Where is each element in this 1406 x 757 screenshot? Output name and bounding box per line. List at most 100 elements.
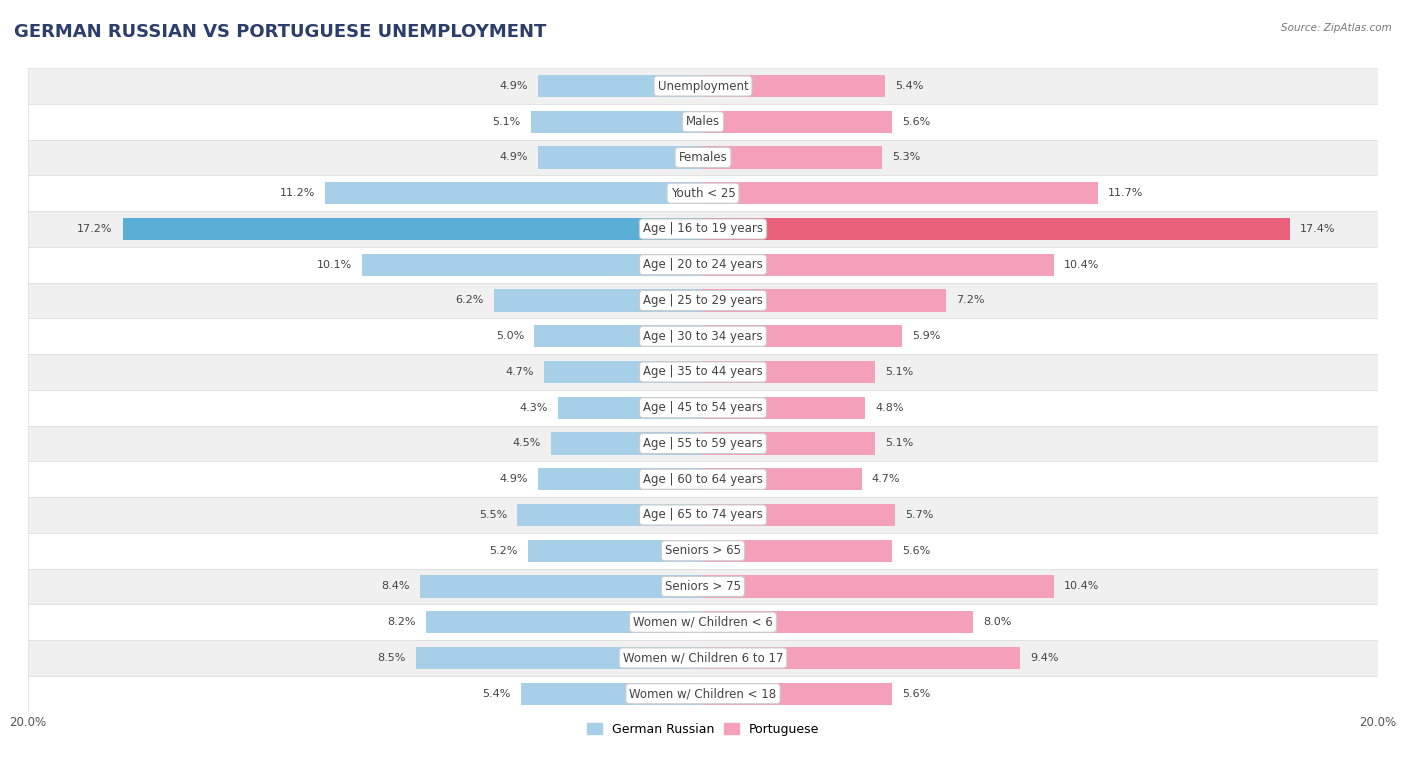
Bar <box>28 425 1378 461</box>
Text: Youth < 25: Youth < 25 <box>671 187 735 200</box>
Bar <box>28 282 1378 319</box>
Bar <box>28 569 1378 604</box>
Text: Women w/ Children 6 to 17: Women w/ Children 6 to 17 <box>623 652 783 665</box>
Text: GERMAN RUSSIAN VS PORTUGUESE UNEMPLOYMENT: GERMAN RUSSIAN VS PORTUGUESE UNEMPLOYMEN… <box>14 23 547 41</box>
Bar <box>544 361 703 383</box>
Text: 5.7%: 5.7% <box>905 510 934 520</box>
Bar <box>703 575 1054 597</box>
Text: Age | 25 to 29 years: Age | 25 to 29 years <box>643 294 763 307</box>
Bar <box>520 683 703 705</box>
Text: 17.4%: 17.4% <box>1301 224 1336 234</box>
Bar <box>703 218 1291 240</box>
Text: 6.2%: 6.2% <box>456 295 484 306</box>
Text: 5.1%: 5.1% <box>886 438 914 448</box>
Bar <box>703 683 891 705</box>
Bar <box>703 504 896 526</box>
Text: Age | 60 to 64 years: Age | 60 to 64 years <box>643 472 763 486</box>
Bar <box>416 647 703 669</box>
Text: 5.4%: 5.4% <box>896 81 924 91</box>
Bar <box>703 146 882 169</box>
Text: 10.1%: 10.1% <box>316 260 352 269</box>
Text: 8.0%: 8.0% <box>983 617 1011 628</box>
Text: 10.4%: 10.4% <box>1064 260 1099 269</box>
Bar <box>28 211 1378 247</box>
Bar <box>551 432 703 454</box>
Text: Age | 35 to 44 years: Age | 35 to 44 years <box>643 366 763 378</box>
Text: 17.2%: 17.2% <box>77 224 112 234</box>
Text: 5.1%: 5.1% <box>492 117 520 126</box>
Bar <box>534 326 703 347</box>
Bar <box>28 176 1378 211</box>
Bar <box>28 354 1378 390</box>
Text: Males: Males <box>686 115 720 128</box>
Text: 5.6%: 5.6% <box>903 546 931 556</box>
Legend: German Russian, Portuguese: German Russian, Portuguese <box>582 718 824 740</box>
Text: 11.7%: 11.7% <box>1108 188 1143 198</box>
Text: 5.5%: 5.5% <box>479 510 508 520</box>
Bar <box>703 254 1054 276</box>
Text: Age | 20 to 24 years: Age | 20 to 24 years <box>643 258 763 271</box>
Bar <box>28 676 1378 712</box>
Text: 5.2%: 5.2% <box>489 546 517 556</box>
Text: 5.9%: 5.9% <box>912 332 941 341</box>
Text: 5.3%: 5.3% <box>891 152 920 163</box>
Text: Age | 55 to 59 years: Age | 55 to 59 years <box>643 437 763 450</box>
Bar <box>703 361 875 383</box>
Bar <box>122 218 703 240</box>
Text: 4.9%: 4.9% <box>499 152 527 163</box>
Bar <box>527 540 703 562</box>
Bar <box>537 75 703 97</box>
Text: 5.6%: 5.6% <box>903 117 931 126</box>
Bar <box>28 390 1378 425</box>
Bar <box>28 68 1378 104</box>
Bar <box>703 468 862 491</box>
Bar <box>703 182 1098 204</box>
Bar <box>703 397 865 419</box>
Text: 5.4%: 5.4% <box>482 689 510 699</box>
Bar <box>426 611 703 634</box>
Bar <box>531 111 703 132</box>
Text: Unemployment: Unemployment <box>658 79 748 92</box>
Bar <box>537 468 703 491</box>
Bar <box>703 432 875 454</box>
Text: 5.1%: 5.1% <box>886 367 914 377</box>
Text: 8.2%: 8.2% <box>388 617 416 628</box>
Text: 7.2%: 7.2% <box>956 295 984 306</box>
Text: 5.6%: 5.6% <box>903 689 931 699</box>
Text: 4.3%: 4.3% <box>519 403 548 413</box>
Bar <box>28 139 1378 176</box>
Bar <box>28 319 1378 354</box>
Bar <box>558 397 703 419</box>
Bar <box>517 504 703 526</box>
Bar <box>703 611 973 634</box>
Text: 4.9%: 4.9% <box>499 474 527 484</box>
Text: Source: ZipAtlas.com: Source: ZipAtlas.com <box>1281 23 1392 33</box>
Bar <box>537 146 703 169</box>
Bar <box>28 104 1378 139</box>
Bar <box>703 647 1021 669</box>
Text: 8.5%: 8.5% <box>378 653 406 663</box>
Text: 9.4%: 9.4% <box>1031 653 1059 663</box>
Bar <box>494 289 703 312</box>
Bar <box>28 247 1378 282</box>
Bar <box>28 640 1378 676</box>
Bar <box>703 326 903 347</box>
Bar <box>703 289 946 312</box>
Text: Seniors > 65: Seniors > 65 <box>665 544 741 557</box>
Text: 10.4%: 10.4% <box>1064 581 1099 591</box>
Bar <box>703 540 891 562</box>
Text: 4.5%: 4.5% <box>513 438 541 448</box>
Bar <box>363 254 703 276</box>
Text: Women w/ Children < 6: Women w/ Children < 6 <box>633 615 773 629</box>
Bar <box>28 533 1378 569</box>
Text: Age | 30 to 34 years: Age | 30 to 34 years <box>643 330 763 343</box>
Bar <box>325 182 703 204</box>
Text: 4.7%: 4.7% <box>506 367 534 377</box>
Bar <box>703 75 886 97</box>
Text: 4.9%: 4.9% <box>499 81 527 91</box>
Text: 4.7%: 4.7% <box>872 474 900 484</box>
Bar <box>28 461 1378 497</box>
Bar <box>28 497 1378 533</box>
Text: Women w/ Children < 18: Women w/ Children < 18 <box>630 687 776 700</box>
Text: Age | 65 to 74 years: Age | 65 to 74 years <box>643 509 763 522</box>
